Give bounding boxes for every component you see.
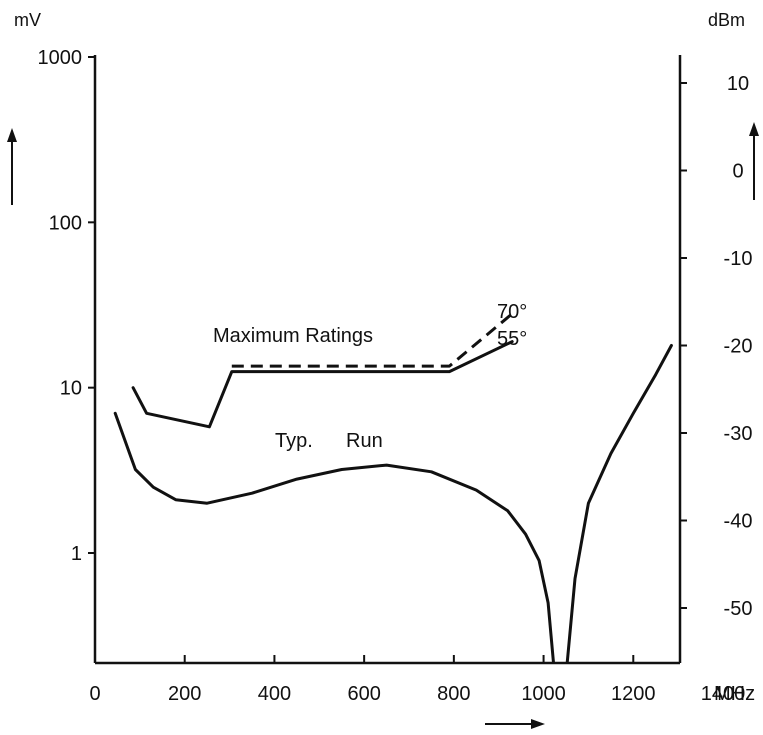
- y-right-tick-label-0: 10: [727, 73, 749, 95]
- bottom-right-arrow-icon: [485, 719, 545, 729]
- x-tick-label-1: 200: [168, 683, 201, 705]
- x-tick-label-2: 400: [258, 683, 291, 705]
- x-tick-label-4: 800: [437, 683, 470, 705]
- x-tick-label-7: 1400: [701, 683, 746, 705]
- y-right-tick-label-5: -40: [724, 511, 753, 533]
- maximum-ratings-label: Maximum Ratings: [213, 325, 373, 347]
- x-unit-label: MHz: [714, 683, 755, 705]
- y-right-tick-label-2: -10: [724, 248, 753, 270]
- series-line-2: [131, 340, 514, 429]
- series-line-0: [113, 411, 555, 664]
- y-right-tick-label-3: -20: [724, 336, 753, 358]
- series-line-3: [231, 312, 514, 368]
- x-tick-label-6: 1200: [611, 683, 656, 705]
- y-left-tick-label-2: 100: [49, 212, 82, 234]
- series-label-55: 55°: [497, 328, 527, 350]
- x-tick-label-0: 0: [89, 683, 100, 705]
- run-label: Run: [346, 430, 383, 452]
- right-unit-label: dBm: [708, 10, 745, 30]
- right-up-arrow-icon: [749, 122, 759, 200]
- y-right-tick-label-4: -30: [724, 423, 753, 445]
- left-unit-label: mV: [14, 10, 41, 30]
- ticks-layer: 0 200 400 600 800 1000 1200 14001101001000100-1…: [38, 47, 753, 705]
- series-line-1: [565, 344, 673, 664]
- y-left-tick-label-3: 1000: [38, 47, 83, 69]
- y-left-tick-label-1: 10: [60, 378, 82, 400]
- x-tick-label-3: 600: [347, 683, 380, 705]
- series-layer: [113, 312, 673, 664]
- x-tick-label-5: 1000: [521, 683, 566, 705]
- typ-label: Typ.: [275, 430, 313, 452]
- series-label-70: 70°: [497, 301, 527, 323]
- y-right-tick-label-1: 0: [732, 161, 743, 183]
- y-right-tick-label-6: -50: [724, 598, 753, 620]
- y-left-tick-label-0: 1: [71, 543, 82, 565]
- left-up-arrow-icon: [7, 128, 17, 205]
